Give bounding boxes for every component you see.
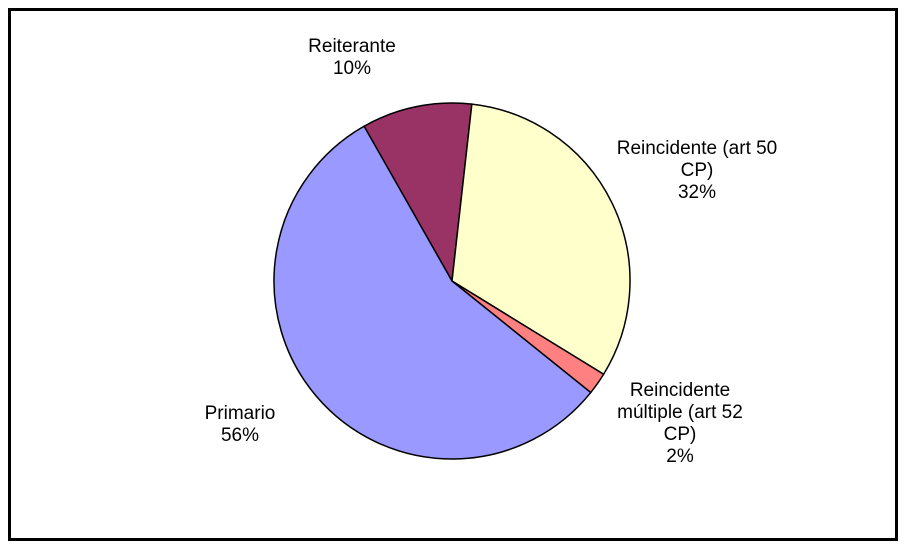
- slice-label: Reincidente múltiple (art 52 CP) 2%: [605, 380, 755, 468]
- category-label: Primario: [204, 403, 276, 424]
- category-label: Reincidente múltiple (art 52 CP): [617, 380, 743, 445]
- category-label: Reiterante: [308, 36, 396, 57]
- slice-label: Reincidente (art 50 CP) 32%: [612, 138, 782, 204]
- category-label: Reincidente (art 50 CP): [616, 138, 778, 181]
- pie-slice: [363, 102, 473, 284]
- value-label: 2%: [666, 446, 694, 467]
- value-label: 10%: [332, 58, 372, 79]
- slice-label: Reiterante 10%: [267, 36, 437, 80]
- slice-label: Primario 56%: [155, 403, 325, 447]
- value-label: 56%: [220, 425, 260, 446]
- value-label: 32%: [677, 182, 717, 203]
- pie-slice: [451, 103, 631, 376]
- pie-slice: [273, 125, 592, 460]
